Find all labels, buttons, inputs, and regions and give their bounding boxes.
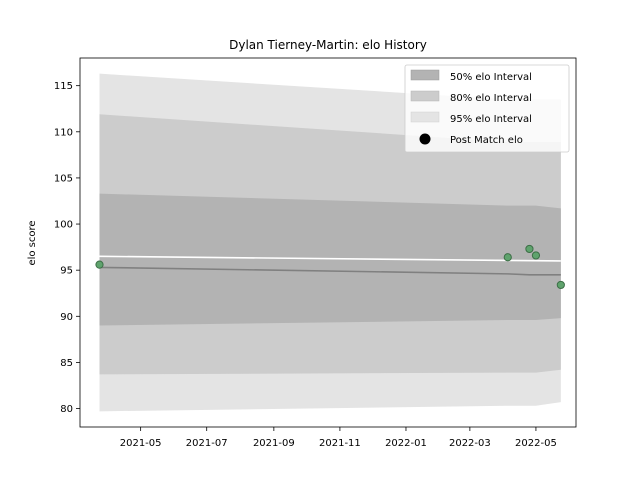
post-match-point <box>556 280 565 290</box>
interval-bands <box>99 73 561 412</box>
legend-label-95: 95% elo Interval <box>450 114 532 125</box>
y-tick-label: 105 <box>54 173 73 184</box>
legend-label-80: 80% elo Interval <box>450 93 532 104</box>
y-axis-label: elo score <box>27 220 38 265</box>
mean-elo-line <box>99 266 561 276</box>
legend-swatch-80 <box>410 90 440 102</box>
y-tick-label: 100 <box>54 220 73 231</box>
legend-label-points: Post Match elo <box>450 135 523 146</box>
x-tick-label: 2022-03 <box>449 438 491 449</box>
x-tick-label: 2021-09 <box>253 438 295 449</box>
y-tick-label: 95 <box>60 266 73 277</box>
x-tick-label: 2022-01 <box>385 438 427 449</box>
trend-lines <box>99 255 561 276</box>
x-tick-label: 2021-07 <box>186 438 228 449</box>
post-match-point <box>95 260 104 269</box>
legend-swatch-50 <box>410 69 440 81</box>
x-tick-label: 2022-05 <box>515 438 557 449</box>
legend-box <box>404 64 570 153</box>
y-tick-label: 85 <box>60 358 73 369</box>
post-match-points <box>95 244 565 290</box>
legend-swatch-95 <box>410 111 440 123</box>
upper-white-line <box>99 255 561 262</box>
y-tick-label: 80 <box>60 404 73 415</box>
x-tick-label: 2021-05 <box>120 438 162 449</box>
post-match-point <box>503 253 512 262</box>
post-match-point <box>531 251 541 260</box>
chart-title: Dylan Tierney-Martin: elo History <box>229 38 427 52</box>
band-50 <box>99 193 561 326</box>
y-axis-ticks: 80 85 90 95 100 105 110 115 <box>54 81 80 415</box>
x-tick-label: 2021-11 <box>319 438 361 449</box>
plot-frame <box>79 57 577 428</box>
y-tick-label: 90 <box>60 312 73 323</box>
legend-marker-points <box>419 133 431 145</box>
x-axis-ticks: 2021-05 2021-07 2021-09 2021-11 2022-01 2022-… <box>120 427 557 449</box>
post-match-point <box>525 244 534 254</box>
legend: 50% elo Interval 80% elo Interval 95% el… <box>404 64 570 153</box>
legend-label-50: 50% elo Interval <box>450 72 532 83</box>
y-tick-label: 115 <box>54 81 73 92</box>
plot-area <box>79 57 577 428</box>
y-tick-label: 110 <box>54 127 73 138</box>
